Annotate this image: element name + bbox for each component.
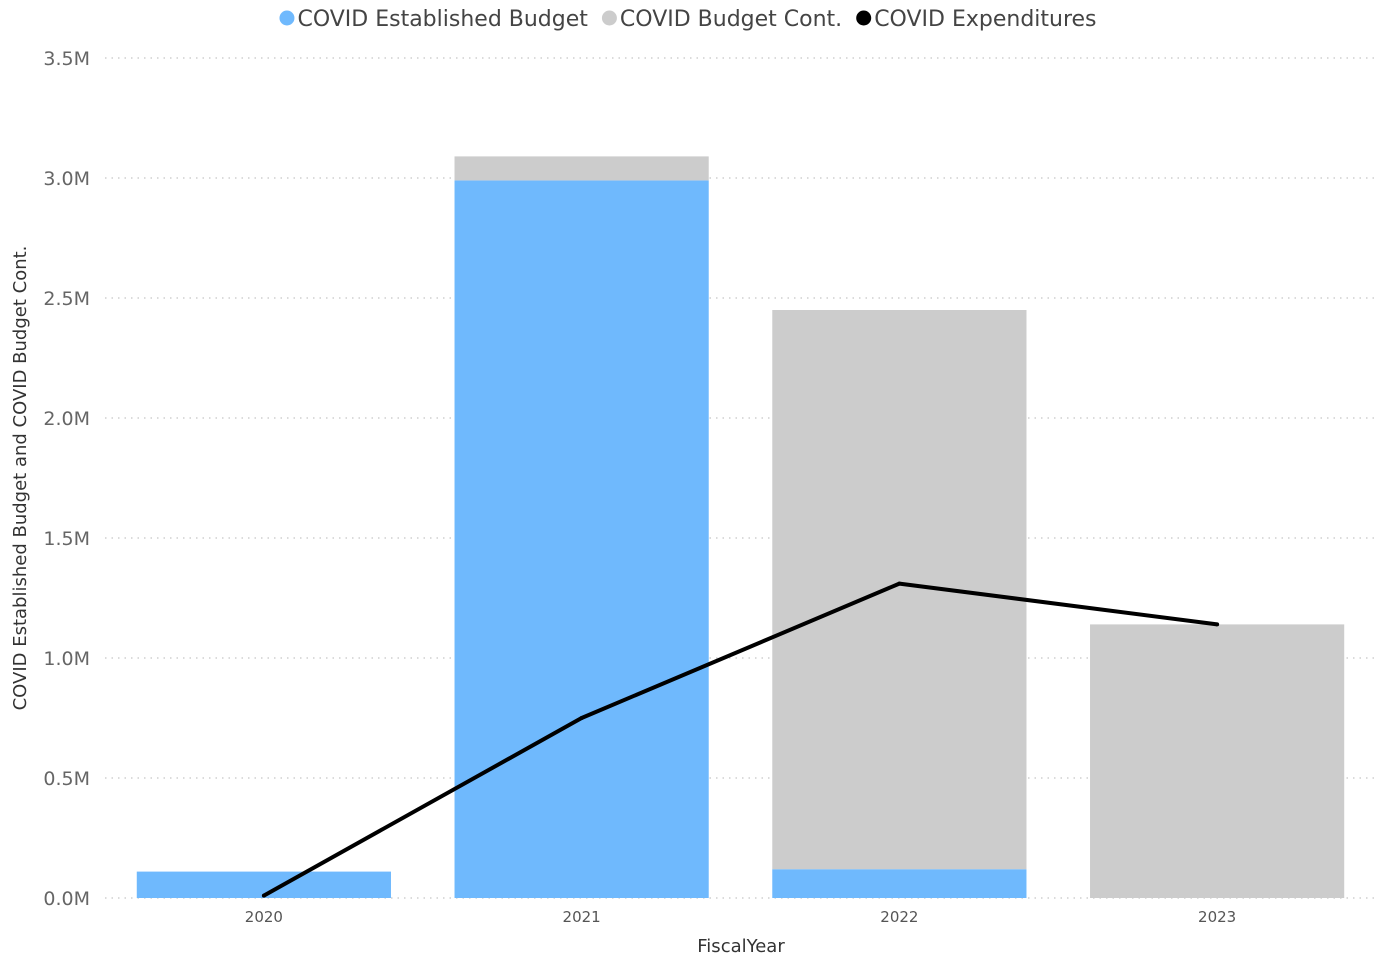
y-axis-title: COVID Established Budget and COVID Budge… — [10, 246, 31, 711]
legend-item-covid-budget-cont: COVID Budget Cont. — [601, 7, 842, 32]
line-point-2023 — [1215, 622, 1220, 627]
legend-label: COVID Established Budget — [297, 7, 588, 32]
line-point-2020 — [261, 893, 266, 898]
bar-covid-established-budget-2022 — [772, 869, 1027, 898]
legend-marker-icon — [856, 10, 872, 26]
line-covid-expenditures — [262, 581, 1218, 898]
x-axis-title: FiscalYear — [697, 936, 785, 957]
y-axis-ticks: 0.0M 0.5M 1.0M 1.5M 2.0M 2.5M 3.0M 3.5M — [43, 48, 90, 910]
legend-label: COVID Expenditures — [874, 7, 1096, 32]
x-axis-ticks: 2020 2021 2022 2023 — [245, 908, 1236, 926]
x-tick-label: 2023 — [1198, 908, 1236, 926]
line-point-2022 — [897, 581, 902, 586]
y-tick-label: 3.5M — [43, 48, 90, 70]
legend: COVID Established Budget COVID Budget Con… — [279, 7, 1097, 32]
bar-covid-budget-cont-2022 — [772, 310, 1027, 870]
y-tick-label: 0.0M — [43, 888, 90, 910]
x-tick-label: 2022 — [880, 908, 918, 926]
y-tick-label: 3.0M — [43, 168, 90, 190]
y-tick-label: 1.0M — [43, 648, 90, 670]
y-tick-label: 0.5M — [43, 768, 90, 790]
y-tick-label: 2.0M — [43, 408, 90, 430]
legend-marker-icon — [601, 10, 617, 26]
legend-item-covid-expenditures: COVID Expenditures — [856, 7, 1097, 32]
y-tick-label: 1.5M — [43, 528, 90, 550]
line-point-2021 — [579, 716, 584, 720]
bar-covid-budget-cont-2023 — [1090, 624, 1345, 898]
bar-covid-budget-cont-2021 — [454, 156, 709, 181]
legend-item-covid-established-budget: COVID Established Budget — [279, 7, 588, 32]
legend-marker-icon — [279, 10, 295, 26]
x-tick-label: 2021 — [563, 908, 601, 926]
bars — [136, 156, 1345, 898]
bar-covid-established-budget-2021 — [454, 180, 709, 898]
y-tick-label: 2.5M — [43, 288, 90, 310]
x-tick-label: 2020 — [245, 908, 283, 926]
expenditures-line — [261, 581, 1220, 898]
legend-label: COVID Budget Cont. — [620, 7, 842, 32]
